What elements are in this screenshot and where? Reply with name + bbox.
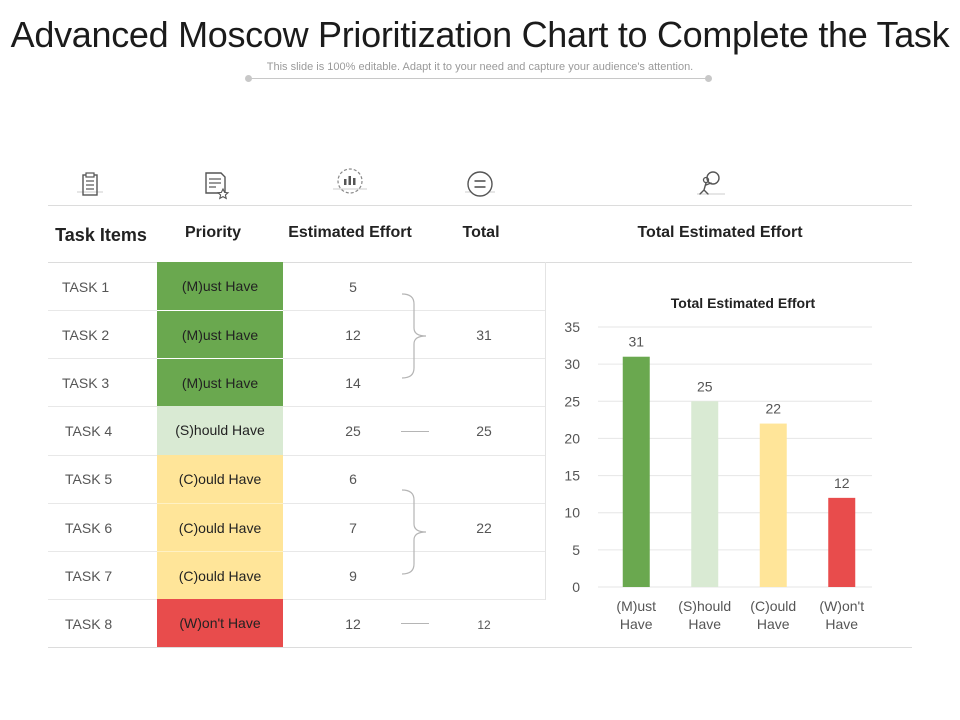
effort-value: 25: [345, 423, 361, 439]
effort-value: 12: [345, 327, 361, 343]
bar: [759, 423, 787, 587]
data-label: 12: [834, 475, 850, 491]
subtitle-divider: [248, 78, 708, 79]
x-tick-label: Have: [620, 616, 653, 632]
task-name: TASK 4: [65, 423, 113, 439]
row-separator: [48, 358, 545, 359]
effort-bar-chart: Total Estimated Effort 0 5 10 15 20 25 30 35 31…: [564, 295, 872, 632]
header-total-estimated-effort: Total Estimated Effort: [637, 224, 803, 241]
header-top-line: [48, 205, 912, 206]
priority-cell: (W)on't Have: [157, 599, 283, 647]
task-name: TASK 5: [65, 471, 113, 487]
bar: [691, 401, 719, 587]
priority-cell: (S)hould Have: [157, 406, 283, 455]
priority-cell: (C)ould Have: [157, 455, 283, 503]
effort-value: 5: [349, 279, 357, 295]
effort-value: 14: [345, 375, 361, 391]
effort-value: 6: [349, 471, 357, 487]
y-tick-label: 10: [564, 505, 580, 521]
y-tick-label: 5: [572, 542, 580, 558]
chart-title: Total Estimated Effort: [671, 295, 816, 311]
table-chart-divider: [545, 262, 546, 600]
priority-cell: (C)ould Have: [157, 551, 283, 599]
equals-icon: [465, 171, 495, 197]
priority-cell: (M)ust Have: [157, 262, 283, 310]
header-estimated-effort: Estimated Effort: [288, 224, 412, 241]
group-brace-must: [401, 293, 427, 379]
row-separator: [48, 406, 545, 407]
x-tick-label: (S)hould: [678, 598, 731, 614]
data-label: 25: [697, 378, 713, 394]
priority-cell: (M)ust Have: [157, 310, 283, 358]
data-label: 31: [628, 334, 644, 350]
total-could: 22: [476, 520, 492, 536]
task-name: TASK 8: [65, 616, 113, 632]
x-tick-label: (M)ust: [616, 598, 656, 614]
chart-circle-icon: [333, 168, 367, 194]
total-should: 25: [476, 423, 492, 439]
priority-cell: (C)ould Have: [157, 503, 283, 551]
task-name: TASK 7: [65, 568, 113, 584]
bar: [622, 356, 650, 587]
group-brace-could: [401, 489, 427, 575]
task-name: TASK 2: [62, 327, 110, 343]
effort-value: 7: [349, 520, 357, 536]
y-tick-label: 25: [564, 393, 580, 409]
row-separator: [48, 551, 545, 552]
priority-cell: (M)ust Have: [157, 358, 283, 406]
x-tick-label: Have: [757, 616, 790, 632]
header-priority: Priority: [184, 224, 241, 241]
divider-dot-right: [705, 75, 712, 82]
document-star-icon: [205, 172, 230, 200]
y-tick-label: 0: [572, 579, 580, 595]
x-tick-label: (W)on't: [819, 598, 864, 614]
task-name: TASK 3: [62, 375, 110, 391]
row-separator: [48, 310, 545, 311]
person-ball-icon: [697, 171, 725, 195]
y-tick-label: 35: [564, 319, 580, 335]
task-name: TASK 1: [62, 279, 110, 295]
row-separator: [48, 599, 545, 600]
divider-dot-left: [245, 75, 252, 82]
header-bottom-line: [48, 262, 912, 263]
total-must: 31: [476, 327, 492, 343]
bar: [828, 497, 856, 587]
task-name: TASK 6: [65, 520, 113, 536]
y-tick-label: 15: [564, 468, 580, 484]
x-tick-label: Have: [825, 616, 858, 632]
clipboard-icon: [77, 172, 103, 196]
header-total: Total: [462, 224, 500, 241]
y-tick-label: 30: [564, 356, 580, 372]
effort-value: 9: [349, 568, 357, 584]
group-dash-should: [401, 431, 429, 432]
total-wont: 12: [477, 618, 491, 632]
row-separator: [48, 455, 545, 456]
group-dash-wont: [401, 623, 429, 624]
slide-subtitle: This slide is 100% editable. Adapt it to…: [266, 61, 694, 73]
effort-value: 12: [345, 616, 361, 632]
y-tick-label: 20: [564, 430, 580, 446]
table-bottom-line: [48, 647, 912, 648]
row-separator: [48, 503, 545, 504]
x-tick-label: (C)ould: [750, 598, 796, 614]
slide-title: Advanced Moscow Prioritization Chart to …: [10, 14, 950, 55]
x-tick-label: Have: [688, 616, 721, 632]
data-label: 22: [765, 401, 781, 417]
header-task-items: Task Items: [55, 225, 147, 245]
